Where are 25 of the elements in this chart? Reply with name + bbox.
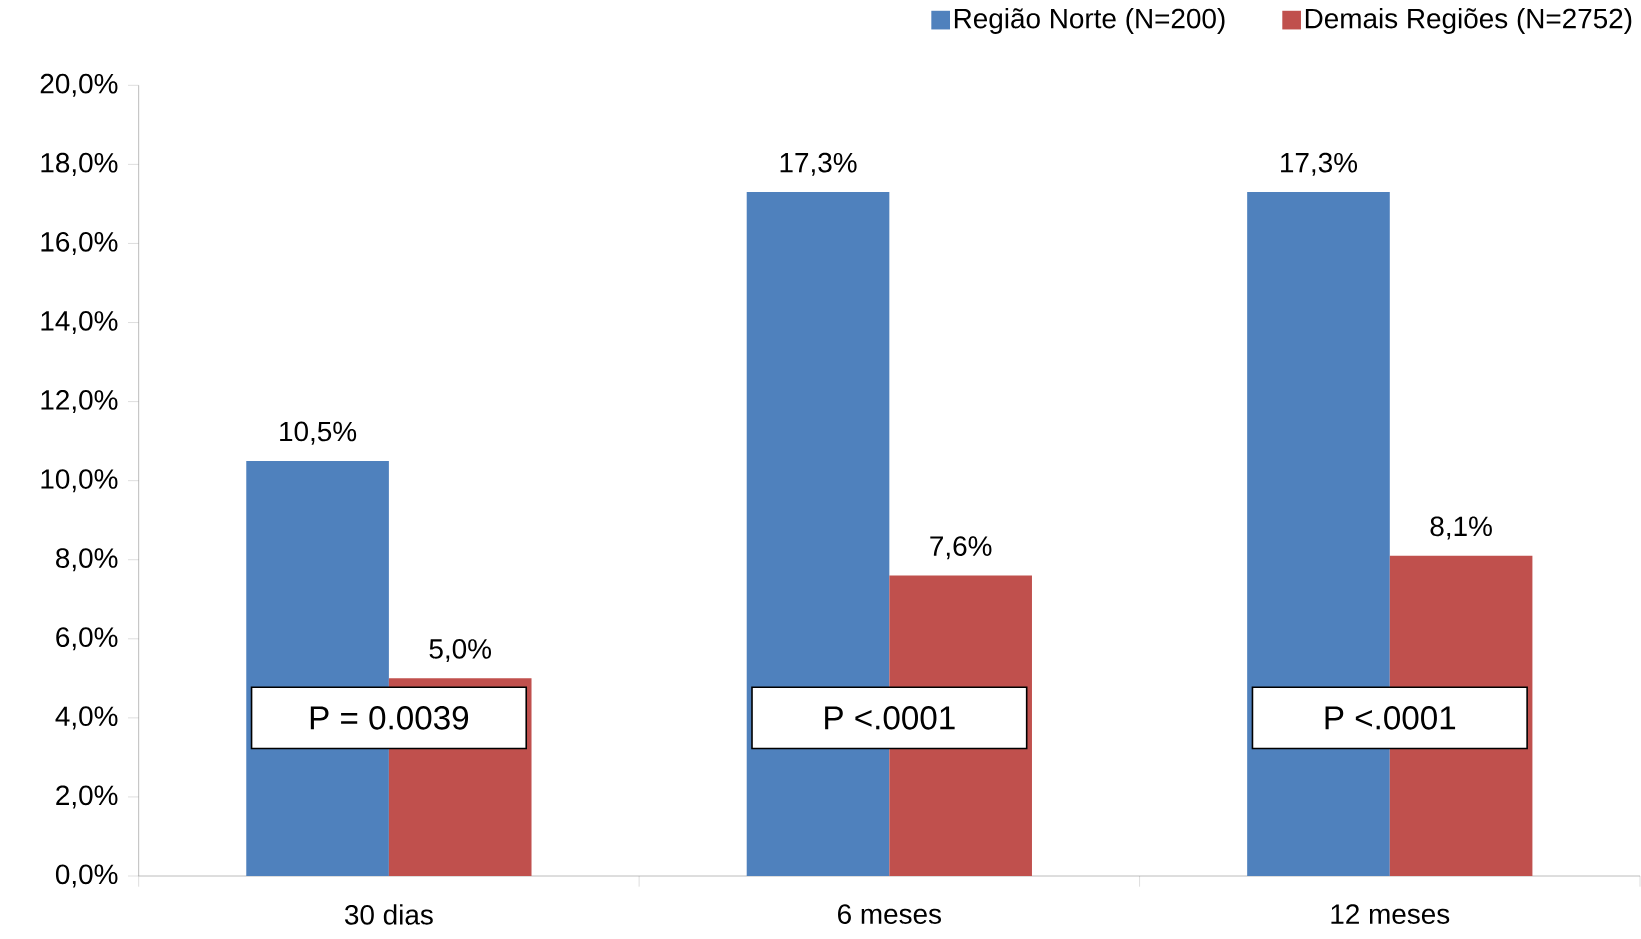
y-tick-label: 0,0%	[55, 864, 118, 888]
data-label: 5,0%	[429, 639, 491, 663]
y-tick-label: 18,0%	[41, 152, 118, 176]
x-tick-label: 12 meses	[1331, 904, 1450, 924]
data-label: 17,3%	[1281, 152, 1358, 176]
annotation: P <.0001	[1325, 706, 1456, 730]
data-label: 8,1%	[1430, 516, 1492, 540]
data-label: 10,5%	[280, 421, 357, 445]
annotation: P = 0.0039	[310, 706, 469, 730]
y-tick-label: 10,0%	[41, 469, 118, 493]
y-tick-label: 16,0%	[41, 231, 118, 255]
annotation: P <.0001	[825, 706, 955, 730]
legend-label: Demais Regiões (N=2752)	[1305, 7, 1632, 34]
data-label: 7,6%	[930, 536, 992, 560]
y-tick-label: 4,0%	[55, 706, 118, 730]
y-tick-label: 12,0%	[41, 390, 118, 414]
y-tick-label: 2,0%	[56, 785, 118, 809]
y-tick-label: 20,0%	[40, 73, 118, 97]
x-tick-label: 6 meses	[838, 904, 942, 924]
y-tick-label: 14,0%	[41, 311, 118, 335]
data-label: 17,3%	[780, 152, 857, 176]
x-tick-label: 30 dias	[344, 904, 433, 925]
y-tick-label: 8,0%	[56, 548, 118, 572]
legend-label: Região Norte (N=200)	[954, 7, 1225, 34]
y-tick-label: 6,0%	[56, 627, 118, 651]
